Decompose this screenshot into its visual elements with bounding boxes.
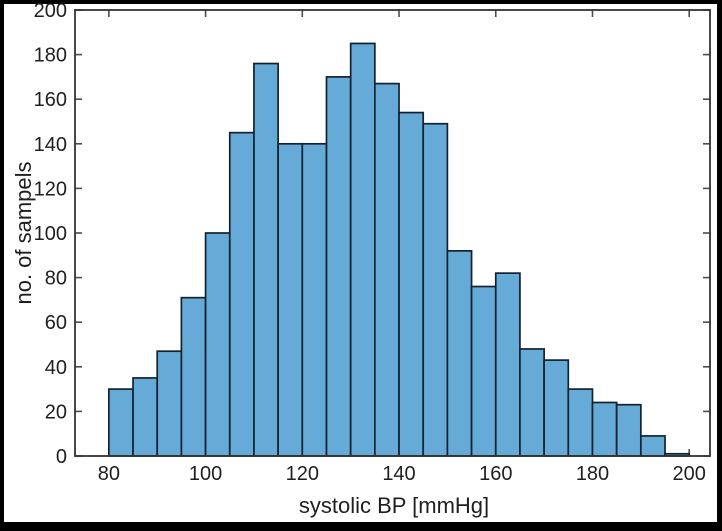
y-tick-label: 140 — [34, 134, 67, 156]
histogram-bar — [543, 359, 570, 457]
y-tick-label: 60 — [45, 312, 67, 334]
histogram-bar — [494, 272, 521, 457]
x-tick-label: 120 — [286, 463, 319, 485]
histogram-bar — [639, 435, 666, 457]
y-tick-label: 160 — [34, 89, 67, 111]
y-tick-label: 0 — [56, 446, 67, 468]
histogram-bar — [204, 232, 231, 457]
histogram-bar — [446, 249, 473, 457]
y-tick-label: 20 — [45, 401, 67, 423]
histogram-bar — [253, 62, 279, 457]
histogram-bar — [615, 403, 642, 457]
histogram-bar — [398, 111, 425, 457]
histogram-bar — [277, 142, 304, 457]
x-tick-label: 200 — [673, 463, 706, 485]
histogram-bar — [107, 388, 134, 457]
x-tick-label: 160 — [479, 463, 512, 485]
bars-layer — [107, 42, 691, 457]
histogram-bar — [180, 296, 207, 457]
histogram-bar — [374, 82, 400, 457]
y-tick-label: 200 — [34, 0, 67, 22]
histogram-bar — [132, 377, 159, 457]
histogram-bar — [228, 131, 255, 457]
tick-labels-layer: 80 100 120 140 160 180 200 0 20 40 60 80 100 120 140 16… — [34, 0, 706, 485]
histogram-bar — [591, 401, 618, 457]
x-tick-label: 100 — [189, 463, 222, 485]
histogram-bar — [422, 122, 449, 457]
y-axis-label: no. of sampels — [11, 161, 36, 304]
y-tick-label: 120 — [34, 178, 67, 200]
histogram-bar — [301, 142, 328, 457]
x-tick-label: 80 — [98, 463, 120, 485]
histogram-bar — [567, 388, 594, 457]
y-tick-label: 40 — [45, 357, 67, 379]
histogram-bar — [349, 42, 376, 457]
histogram-bar — [325, 76, 352, 457]
plot-box — [74, 9, 711, 457]
y-tick-label: 100 — [34, 223, 67, 245]
y-tick-label: 80 — [45, 268, 67, 290]
x-axis-label: systolic BP [mmHg] — [299, 493, 489, 518]
y-tick-label: 180 — [34, 45, 67, 67]
histogram-bar — [470, 285, 497, 457]
histogram-bar — [156, 350, 183, 457]
x-tick-label: 180 — [576, 463, 609, 485]
histogram-bar — [519, 348, 545, 457]
x-tick-label: 140 — [382, 463, 415, 485]
